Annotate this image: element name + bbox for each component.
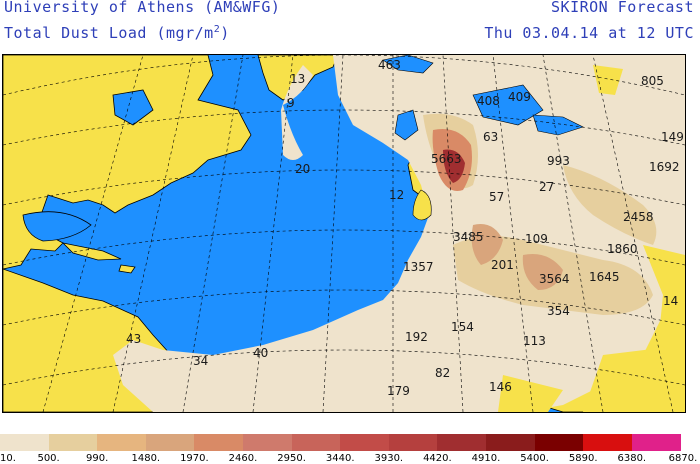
value-label: 409	[508, 90, 531, 104]
british-waters	[394, 109, 419, 141]
value-label: 109	[525, 232, 548, 246]
legend-swatch	[194, 434, 244, 451]
value-label: 805	[641, 74, 664, 88]
value-label: 63	[483, 130, 498, 144]
legend-tick-label: 5400.	[520, 453, 549, 464]
value-label: 113	[523, 334, 546, 348]
value-label: 154	[451, 320, 474, 334]
legend-tick-label: 1480.	[131, 453, 161, 464]
value-label: 354	[547, 304, 570, 318]
value-label: 20	[295, 162, 310, 176]
value-label: 408	[477, 94, 500, 108]
legend-tick-label: 4420.	[423, 453, 452, 464]
value-label: 40	[253, 346, 268, 360]
legend-swatch	[243, 434, 293, 451]
value-label: 1860	[607, 242, 638, 256]
value-label: 146	[489, 380, 512, 394]
field-label: Total Dust Load (mgr/m	[4, 24, 214, 42]
legend-swatch	[583, 434, 633, 451]
dust-medium-east	[563, 165, 657, 245]
iberia-patch	[412, 189, 432, 221]
value-label: 192	[405, 330, 428, 344]
legend-tick-label: 2460.	[228, 453, 258, 464]
caribbean-island-small	[118, 264, 136, 274]
legend-swatch	[534, 434, 584, 451]
legend-swatch	[145, 434, 195, 451]
value-label: 2458	[623, 210, 654, 224]
field-unit-superscript: 2	[213, 24, 221, 35]
dust-core-algeria	[471, 224, 503, 265]
value-label: 5663	[431, 152, 462, 166]
legend-tick-label: 5890.	[568, 453, 598, 464]
graticule	[3, 55, 685, 412]
baltic-sea	[472, 84, 544, 126]
land-patch-east	[643, 245, 685, 355]
land-patch-south	[498, 375, 563, 412]
legend-tick-label: 1970.	[180, 453, 209, 464]
legend-tick-label: 6380.	[617, 453, 647, 464]
forecast-product-title: SKIRON Forecast	[551, 0, 694, 16]
value-label: 3485	[453, 230, 484, 244]
dust-plume-light	[113, 55, 685, 412]
value-label: 13	[290, 72, 305, 86]
north-america-land	[3, 55, 252, 270]
value-label: 1645	[589, 270, 620, 284]
land-patch-se	[583, 345, 685, 412]
legend-tick-label: 3440.	[325, 453, 355, 464]
field-title: Total Dust Load (mgr/m2)	[4, 24, 230, 42]
value-label: 82	[435, 366, 450, 380]
valid-time: Thu 03.04.14 at 12 UTC	[484, 24, 694, 42]
legend-swatch	[486, 434, 536, 451]
dust-value-labels: 463 805 13 408 409 149 9 63 5663 993 169…	[126, 58, 684, 398]
value-label: 149	[661, 130, 684, 144]
value-label: 1692	[649, 160, 680, 174]
value-label: 34	[193, 354, 208, 368]
legend-swatch	[437, 434, 487, 451]
legend-tick-label: 500.	[37, 453, 60, 464]
value-label: 3564	[539, 272, 570, 286]
legend-tick-label: 6870.	[668, 453, 698, 464]
field-label-close: )	[220, 24, 230, 42]
inland-bay	[112, 89, 154, 126]
legend-tick-label: 990.	[86, 453, 109, 464]
value-label: 463	[378, 58, 401, 72]
legend-swatch	[388, 434, 438, 451]
inland-sea	[532, 114, 584, 136]
value-label: 179	[387, 384, 410, 398]
legend-swatch	[48, 434, 98, 451]
value-label: 1357	[403, 260, 434, 274]
legend-swatch	[0, 434, 50, 451]
legend-tick-label: 10.	[0, 453, 16, 464]
legend-tick-label: 3930.	[374, 453, 404, 464]
value-label: 993	[547, 154, 570, 168]
value-label: 14	[663, 294, 678, 308]
legend-swatch	[291, 434, 341, 451]
value-label: 12	[389, 188, 404, 202]
value-label: 201	[491, 258, 514, 272]
caribbean-islands	[61, 242, 122, 261]
value-label: 57	[489, 190, 504, 204]
legend-swatch	[631, 434, 681, 451]
value-label: 43	[126, 332, 141, 346]
gulf-of-mexico	[22, 211, 92, 242]
legend-swatch	[97, 434, 147, 451]
dust-core-libya	[522, 254, 563, 290]
value-label: 27	[539, 180, 554, 194]
dust-load-map: 463 805 13 408 409 149 9 63 5663 993 169…	[2, 54, 686, 413]
institution-title: University of Athens (AM&WFG)	[4, 0, 281, 16]
map-canvas: 463 805 13 408 409 149 9 63 5663 993 169…	[3, 55, 685, 412]
color-legend: 10. 500. 990. 1480. 1970. 2460. 2950. 3440. 3930…	[0, 434, 700, 464]
norwegian-sea	[382, 55, 434, 74]
legend-swatch	[340, 434, 390, 451]
value-label: 9	[287, 96, 295, 110]
legend-tick-label: 4910.	[471, 453, 501, 464]
legend-tick-label: 2950.	[277, 453, 306, 464]
